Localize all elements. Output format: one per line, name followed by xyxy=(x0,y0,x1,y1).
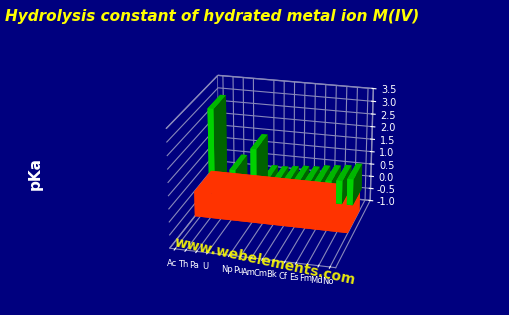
Text: www.webelements.com: www.webelements.com xyxy=(173,235,356,288)
Text: Hydrolysis constant of hydrated metal ion M(IV): Hydrolysis constant of hydrated metal io… xyxy=(5,9,418,25)
Text: pKa: pKa xyxy=(28,157,43,190)
